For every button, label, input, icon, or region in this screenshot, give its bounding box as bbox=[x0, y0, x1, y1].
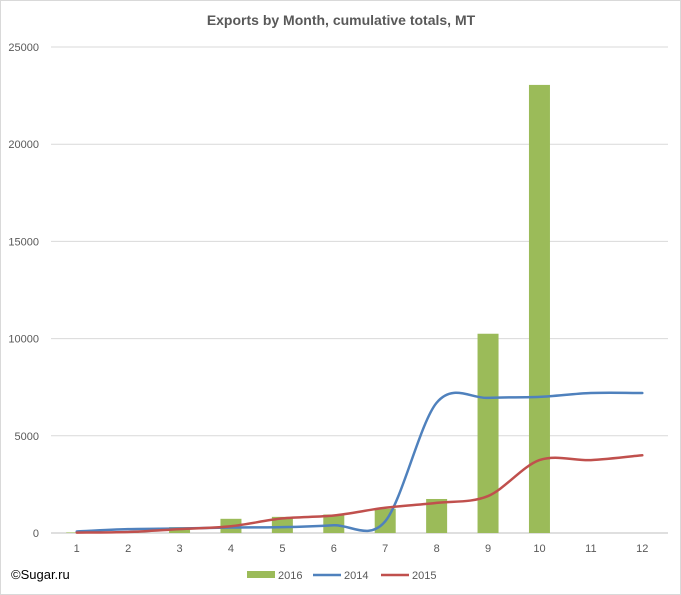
x-tick-label: 3 bbox=[176, 543, 182, 555]
bar-2016 bbox=[271, 516, 293, 533]
x-tick-label: 12 bbox=[636, 543, 648, 555]
watermark: ©Sugar.ru bbox=[11, 567, 70, 582]
x-tick-label: 4 bbox=[228, 543, 234, 555]
y-tick-label: 0 bbox=[33, 528, 39, 540]
legend-item-2014: 2014 bbox=[313, 570, 368, 582]
legend-label: 2014 bbox=[344, 570, 368, 582]
legend-label: 2015 bbox=[412, 570, 436, 582]
x-tick-label: 6 bbox=[331, 543, 337, 555]
bar-2016 bbox=[477, 333, 499, 533]
legend: 2016 2014 2015 bbox=[247, 570, 436, 582]
legend-swatch bbox=[247, 571, 275, 578]
x-tick-label: 1 bbox=[74, 543, 80, 555]
y-tick-label: 20000 bbox=[8, 139, 39, 151]
x-tick-label: 9 bbox=[485, 543, 491, 555]
y-tick-label: 15000 bbox=[8, 236, 39, 248]
x-tick-label: 11 bbox=[585, 543, 596, 555]
line-series bbox=[75, 391, 644, 534]
y-tick-label: 25000 bbox=[8, 42, 39, 54]
x-tick-label: 2 bbox=[125, 543, 131, 555]
x-axis-ticks: 1 2 3 4 5 6 7 8 9 10 11 12 bbox=[74, 543, 649, 555]
grid-lines bbox=[51, 46, 668, 534]
x-tick-label: 7 bbox=[382, 543, 388, 555]
bar-2016 bbox=[426, 498, 448, 533]
x-tick-label: 10 bbox=[533, 543, 545, 555]
bar-2016 bbox=[528, 84, 550, 534]
x-tick-label: 5 bbox=[279, 543, 285, 555]
bar-2016 bbox=[323, 514, 345, 533]
legend-item-2015: 2015 bbox=[381, 570, 436, 582]
y-axis-ticks: 0 5000 10000 15000 20000 25000 bbox=[8, 42, 39, 540]
bar-series bbox=[66, 84, 550, 534]
legend-item-2016: 2016 bbox=[247, 570, 302, 582]
y-tick-label: 10000 bbox=[8, 334, 39, 346]
chart-title: Exports by Month, cumulative totals, MT bbox=[207, 12, 476, 28]
legend-label: 2016 bbox=[278, 570, 302, 582]
y-tick-label: 5000 bbox=[15, 431, 39, 443]
line-2015 bbox=[75, 453, 644, 534]
x-tick-label: 8 bbox=[434, 543, 440, 555]
